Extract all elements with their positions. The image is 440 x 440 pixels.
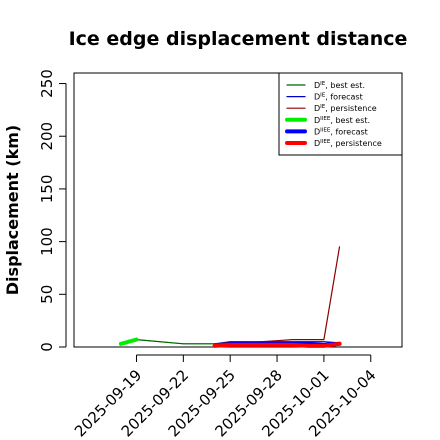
legend-entry: DIE, persistence [314, 104, 377, 113]
legend-entry: DIIEE, best est. [314, 116, 370, 125]
legend-entry: DIE, forecast [314, 93, 363, 102]
series-line [214, 246, 341, 345]
legend-entry: DIIEE, forecast [314, 127, 368, 136]
series-line [212, 341, 342, 348]
plot-area: 0501001502002502025-09-192025-09-222025-… [38, 69, 403, 440]
y-tick-label: 0 [38, 342, 56, 352]
chart-title: Ice edge displacement distance [69, 28, 408, 50]
legend-entry: DIIEE, persistence [314, 139, 382, 148]
plot-frame [73, 72, 403, 348]
y-tick-label: 200 [38, 122, 56, 151]
series-line [118, 337, 139, 346]
y-tick-label: 100 [38, 227, 56, 256]
y-axis-label: Displacement (km) [3, 125, 22, 295]
legend-entry: DIE, best est. [314, 81, 365, 90]
y-tick-label: 150 [38, 175, 56, 204]
legend: DIE, best est. DIE, forecast DIE, persiste… [278, 72, 403, 156]
series-line [214, 341, 341, 345]
y-tick-label: 50 [38, 285, 56, 304]
y-tick-label: 250 [38, 69, 56, 98]
